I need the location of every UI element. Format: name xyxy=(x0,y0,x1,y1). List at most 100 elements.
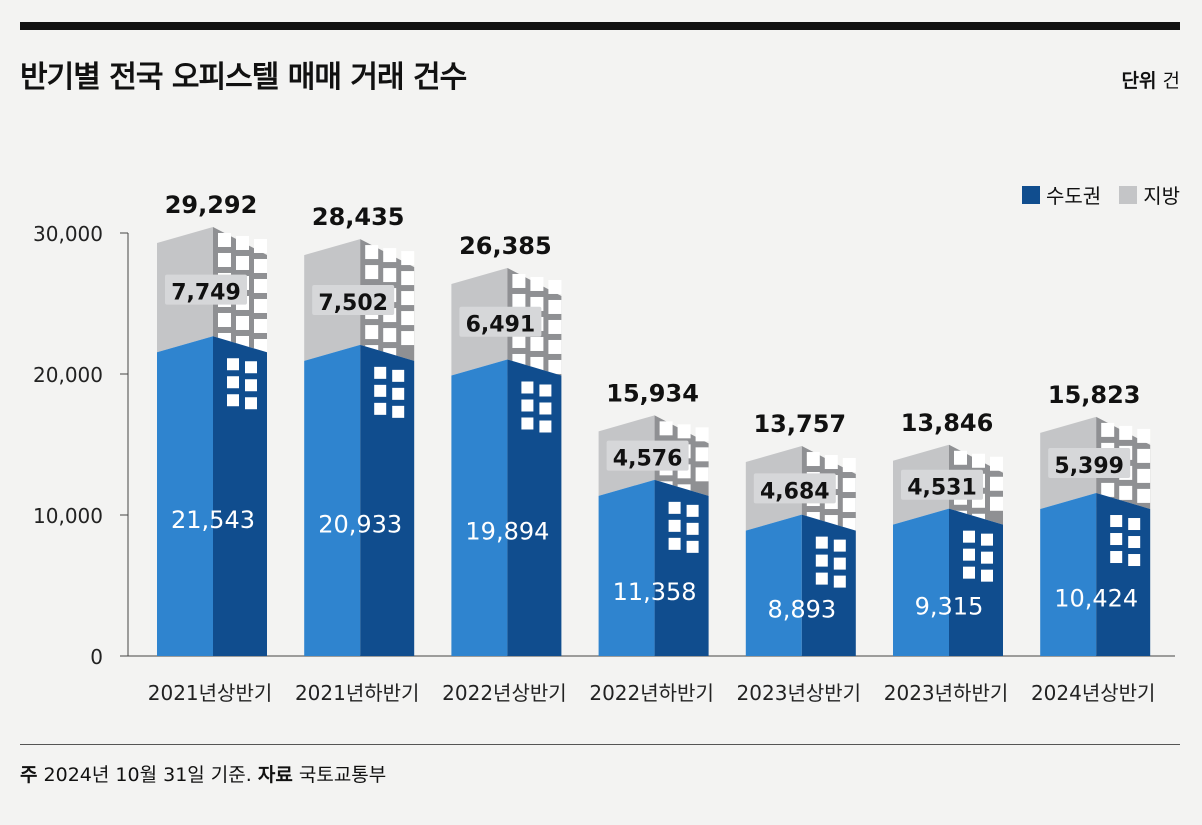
regional-value-label: 4,684 xyxy=(760,479,830,504)
bar-window xyxy=(512,293,526,308)
bar-capital-side xyxy=(360,344,415,656)
bar-window xyxy=(1110,533,1123,546)
unit-label-value: 건 xyxy=(1162,70,1180,92)
bar-window xyxy=(1128,518,1141,531)
bar-window xyxy=(981,569,993,582)
regional-value-label: 7,749 xyxy=(171,281,241,306)
bar-window xyxy=(842,458,856,473)
bar-window xyxy=(365,265,379,280)
bar-window xyxy=(236,315,249,330)
bar-window xyxy=(1128,554,1141,567)
bar-window xyxy=(227,376,239,389)
regional-label-box xyxy=(606,440,689,471)
total-value-label: 28,435 xyxy=(312,203,405,231)
bar-window xyxy=(548,299,562,314)
bar-window xyxy=(383,248,397,263)
bar-window xyxy=(521,417,534,430)
x-tick-label: 2023년상반기 xyxy=(737,681,862,705)
bar-window xyxy=(981,533,993,546)
footnote-source-text: 국토교통부 xyxy=(298,764,387,786)
x-tick-label: 2022년하반기 xyxy=(589,681,714,705)
regional-label-box xyxy=(1048,447,1131,478)
unit-label: 단위 건 xyxy=(1122,66,1181,93)
bar-window xyxy=(401,271,415,286)
bar-capital-front xyxy=(157,336,213,656)
bar-capital-side xyxy=(801,514,856,656)
bar-window xyxy=(254,318,267,333)
bar-window xyxy=(1119,425,1133,440)
bar-window xyxy=(1110,515,1123,528)
bar-window xyxy=(842,498,856,513)
bar-window xyxy=(383,328,397,343)
bar-window xyxy=(365,245,379,260)
x-tick-label: 2024년상반기 xyxy=(1031,681,1156,705)
bar-window xyxy=(695,427,709,442)
bar-window xyxy=(833,575,846,588)
regional-value-label: 4,576 xyxy=(613,447,683,472)
top-rule xyxy=(20,22,1180,30)
bar-window xyxy=(668,501,681,514)
bar-window xyxy=(218,232,231,247)
capital-value-label: 11,358 xyxy=(613,578,697,606)
y-tick-label: 0 xyxy=(90,645,103,669)
bar-window xyxy=(963,566,975,579)
bar-capital-front xyxy=(893,508,949,656)
y-tick-label: 10,000 xyxy=(33,504,103,528)
bar-window xyxy=(677,424,691,439)
bar-window xyxy=(1110,551,1123,564)
bar-window xyxy=(539,420,552,433)
bar-window xyxy=(815,536,828,549)
bar-window xyxy=(236,235,249,250)
total-value-label: 29,292 xyxy=(165,191,258,219)
bar-window xyxy=(990,496,1003,511)
chart-title: 반기별 전국 오피스텔 매매 거래 건수 xyxy=(20,60,467,95)
x-tick-label: 2021년상반기 xyxy=(148,681,273,705)
bar-window xyxy=(963,530,975,543)
regional-value-label: 6,491 xyxy=(466,313,536,338)
capital-value-label: 10,424 xyxy=(1054,585,1138,613)
bar-window xyxy=(981,551,993,564)
bar-capital-side xyxy=(507,359,562,656)
regional-value-label: 7,502 xyxy=(318,291,388,316)
bar-window xyxy=(245,361,257,374)
bar-window xyxy=(218,312,231,327)
regional-label-box xyxy=(312,284,395,315)
bar-window xyxy=(512,333,526,348)
total-value-label: 26,385 xyxy=(459,232,552,260)
x-tick-label: 2021년하반기 xyxy=(295,681,420,705)
bar-window xyxy=(1128,536,1141,549)
total-value-label: 13,846 xyxy=(901,409,994,437)
bar-window xyxy=(227,358,239,371)
bar-window xyxy=(695,467,709,482)
bar-window xyxy=(686,522,699,535)
footnote-note-label: 주 xyxy=(20,764,38,786)
bar-window xyxy=(374,402,387,415)
legend-label-regional: 지방 xyxy=(1143,184,1180,208)
regional-label-box xyxy=(753,473,836,504)
bar-window xyxy=(990,456,1003,471)
bar-window xyxy=(254,258,267,273)
bar-window xyxy=(548,359,562,374)
capital-value-label: 21,543 xyxy=(171,506,255,534)
bar-window xyxy=(521,381,534,394)
bar-window xyxy=(548,319,562,334)
bar-window xyxy=(383,268,397,283)
bar-window xyxy=(548,279,562,294)
legend-swatch-capital xyxy=(1021,185,1040,204)
bar-window xyxy=(815,572,828,585)
bar-window xyxy=(401,311,415,326)
y-tick-label: 30,000 xyxy=(33,222,103,246)
bar-window xyxy=(668,519,681,532)
regional-value-label: 4,531 xyxy=(907,476,977,501)
capital-value-label: 19,894 xyxy=(465,518,549,546)
bar-window xyxy=(245,379,257,392)
bar-window xyxy=(392,405,405,418)
bar-window xyxy=(254,278,267,293)
bar-window xyxy=(695,447,709,462)
bar-window xyxy=(668,537,681,550)
bar-window xyxy=(512,273,526,288)
bar-capital-front xyxy=(451,359,508,656)
bar-window xyxy=(824,455,838,470)
bar-window xyxy=(842,478,856,493)
bar-window xyxy=(401,251,415,266)
